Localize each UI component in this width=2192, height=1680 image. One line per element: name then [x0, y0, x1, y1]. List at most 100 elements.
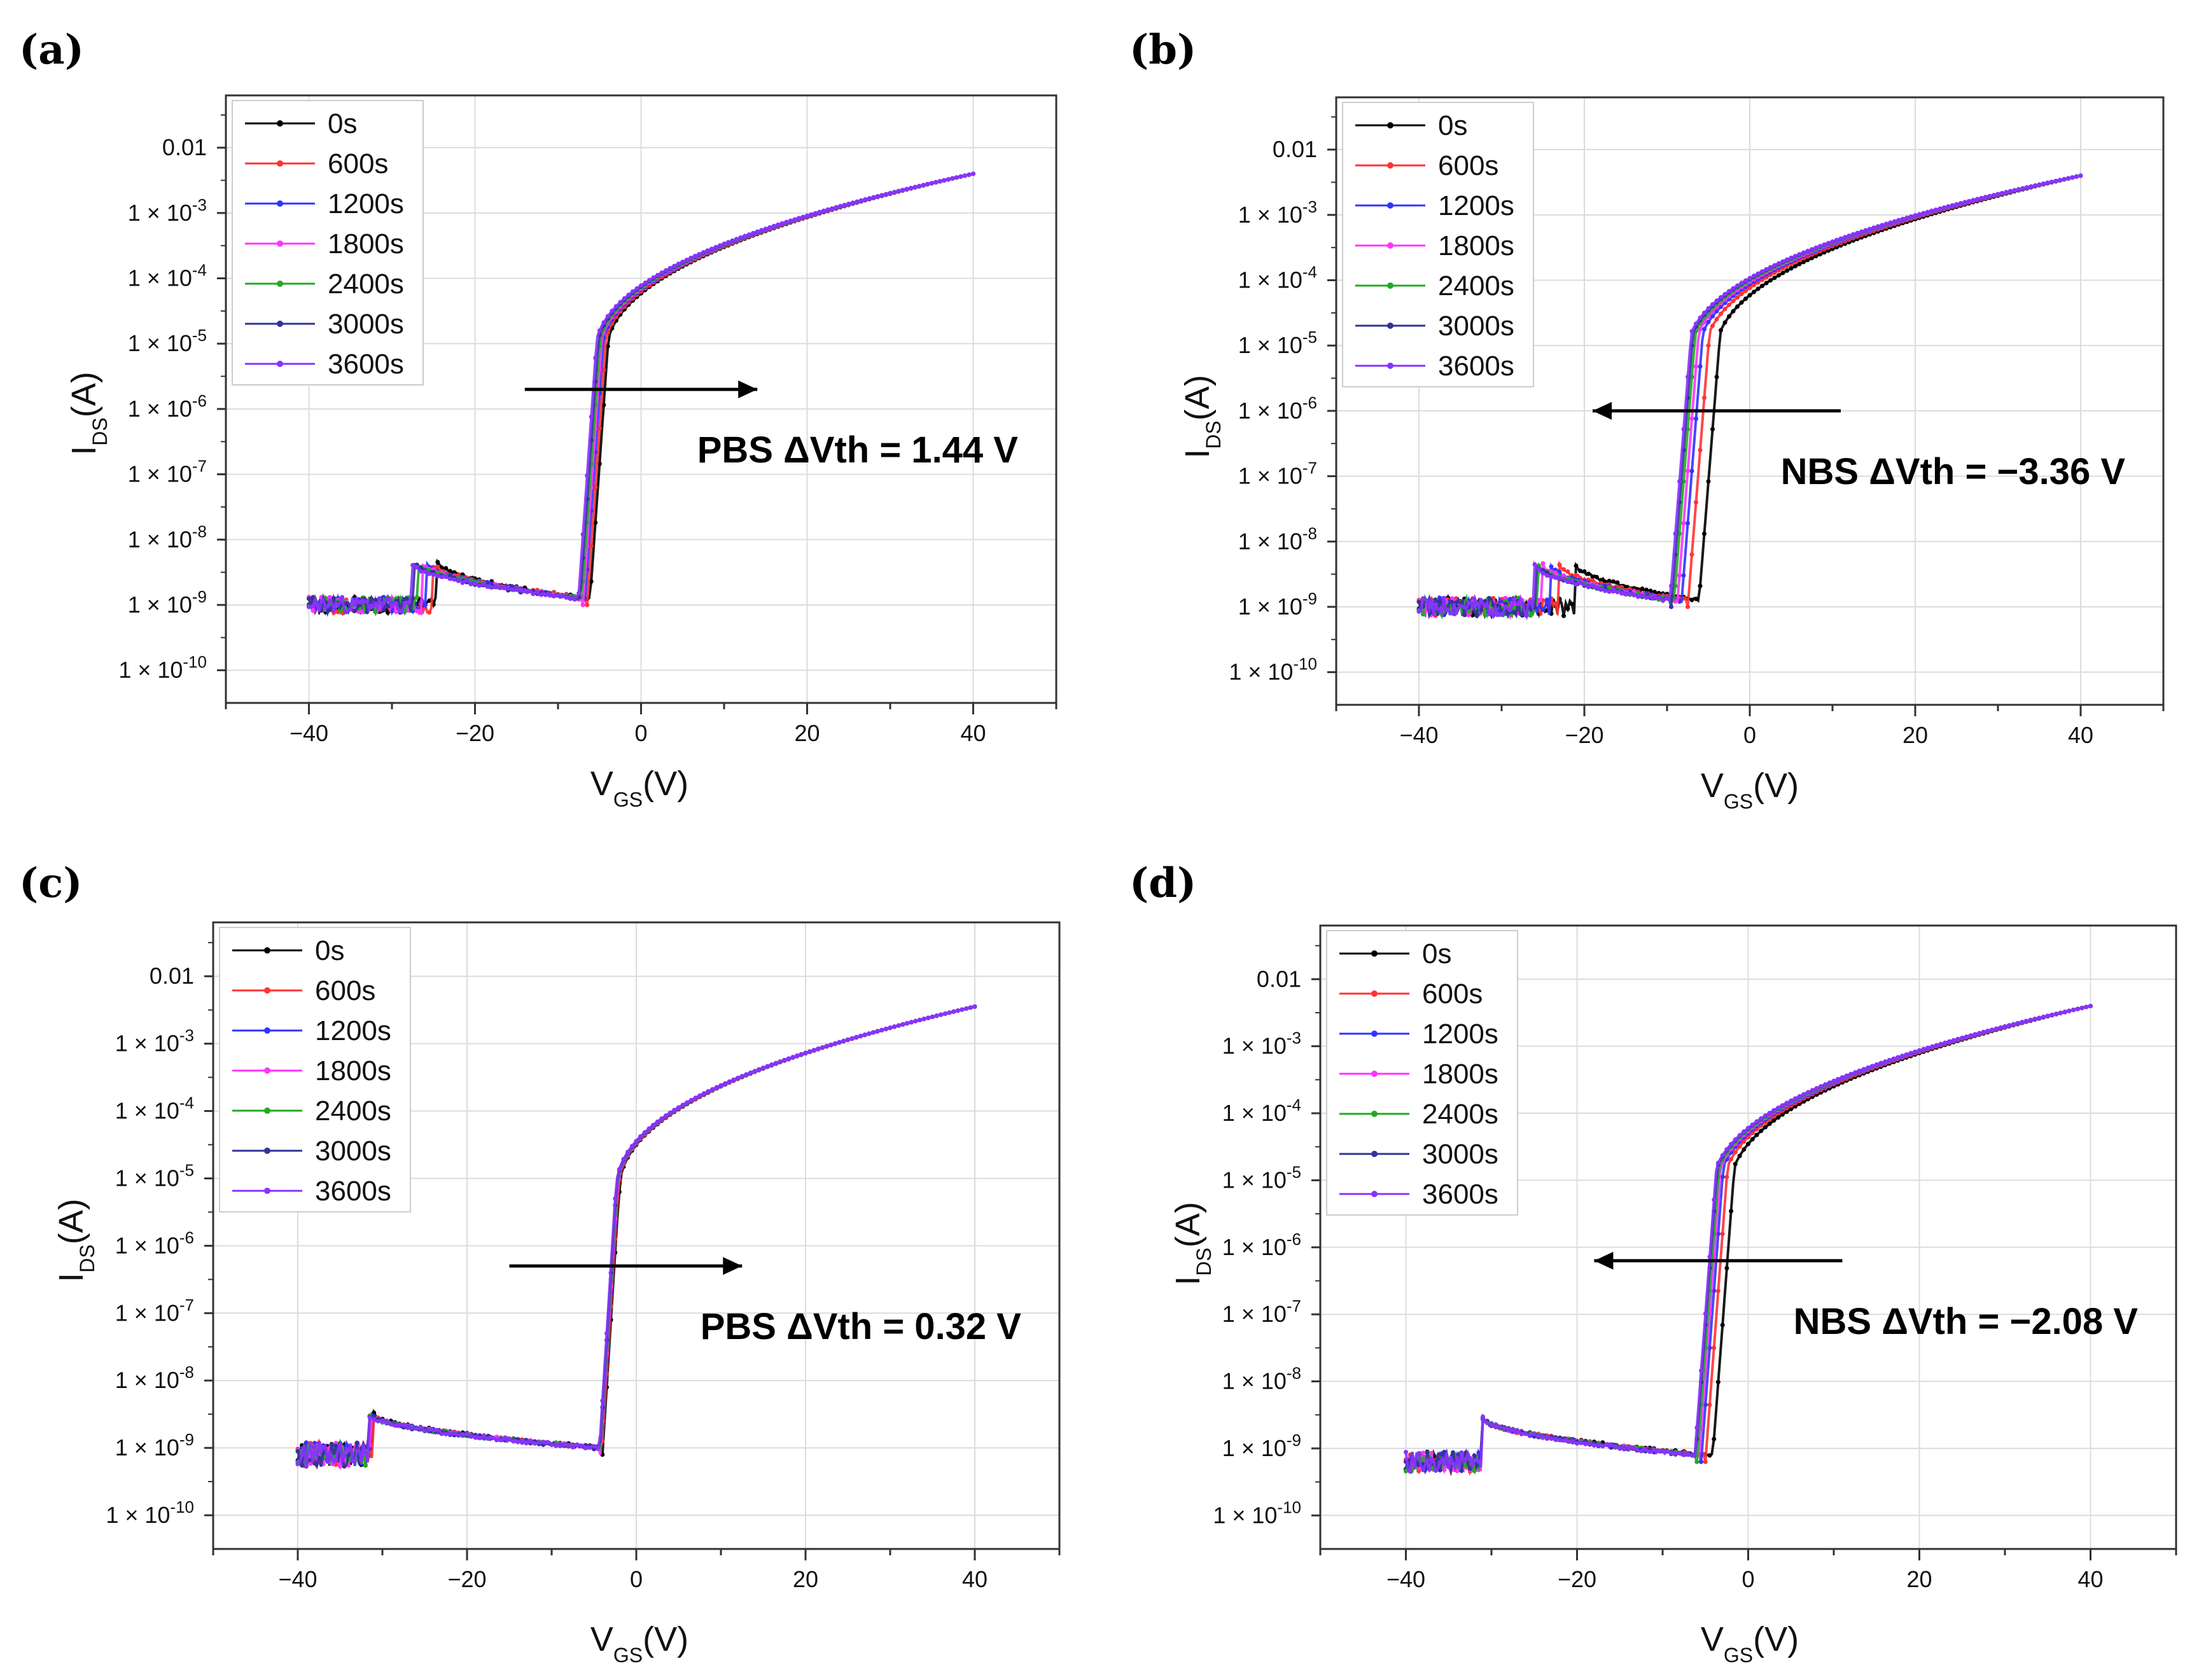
data-point [1558, 1438, 1563, 1443]
data-point [1706, 319, 1711, 324]
data-point [1622, 1447, 1626, 1452]
data-point [490, 1435, 495, 1440]
data-point [722, 241, 727, 246]
data-point [1819, 1084, 1824, 1089]
data-point [311, 608, 316, 613]
legend-swatch-marker [277, 240, 283, 247]
data-point [439, 1431, 444, 1436]
x-tick-label: −20 [1558, 1566, 1596, 1592]
data-point [498, 1438, 503, 1443]
y-tick-label: 1 × 10-7 [115, 1295, 194, 1326]
data-point [1561, 1438, 1567, 1443]
data-point [426, 1427, 431, 1432]
y-tick-label: 1 × 10-4 [1222, 1095, 1301, 1126]
data-point [1727, 289, 1731, 294]
data-point [918, 1017, 922, 1022]
data-point [803, 1050, 808, 1055]
data-point [2041, 1015, 2046, 1019]
data-point [1739, 291, 1744, 296]
data-point [1777, 261, 1781, 266]
data-point [1698, 583, 1703, 588]
data-point [1686, 604, 1690, 609]
data-point [443, 574, 449, 580]
data-point [958, 174, 963, 179]
data-point [1729, 1156, 1734, 1162]
x-axis-title-main: V [1701, 767, 1724, 805]
data-point [672, 263, 677, 268]
data-point [684, 258, 689, 262]
data-point [1669, 604, 1673, 609]
y-tick-label: 1 × 10-8 [1222, 1364, 1301, 1394]
y-tick-label: 1 × 10-3 [1222, 1029, 1301, 1059]
y-tick-label: 1 × 10-5 [1238, 328, 1317, 358]
data-point [680, 1102, 685, 1107]
data-point [1455, 1456, 1460, 1461]
data-point [1561, 567, 1566, 572]
y-tick-label: 1 × 10-7 [1222, 1296, 1301, 1327]
data-point [431, 573, 436, 577]
data-point [332, 595, 337, 600]
legend-swatch-marker [264, 947, 270, 954]
data-point [1615, 580, 1620, 585]
data-point [498, 585, 503, 590]
data-point [568, 595, 573, 600]
data-point [688, 1097, 694, 1102]
data-point [834, 205, 839, 210]
data-point [1706, 306, 1711, 311]
data-point [1731, 286, 1736, 291]
data-point [592, 1443, 596, 1448]
data-point [1747, 286, 1752, 291]
data-point [1493, 1424, 1498, 1429]
data-point [327, 595, 332, 600]
x-axis-title-sub: GS [613, 788, 643, 811]
data-point [587, 1445, 592, 1450]
data-point [809, 212, 814, 217]
data-point [1694, 1459, 1700, 1464]
chart-panel-d: (d)−40 −20 0 20 400.011 × 10-31 × 10-41 × 10… [1129, 859, 2177, 1667]
y-axis-title-unit: (A) [1178, 375, 1217, 420]
data-point [1756, 280, 1761, 285]
data-point [2088, 1004, 2093, 1008]
y-tick-label-exponent: -3 [179, 1026, 194, 1045]
y-tick-label-exponent: -6 [1302, 393, 1317, 412]
y-tick-label-base: 1 × 10 [128, 265, 192, 291]
data-point [394, 609, 398, 614]
y-tick-label-exponent: -5 [179, 1160, 194, 1179]
data-point [1420, 1450, 1425, 1455]
y-tick-label-base: 1 × 10 [118, 657, 183, 683]
data-point [1694, 416, 1698, 421]
data-point [2002, 1024, 2007, 1029]
data-point [1689, 329, 1694, 334]
data-point [325, 1459, 330, 1464]
data-point [1826, 240, 1831, 246]
data-point [820, 1045, 825, 1050]
data-point [1767, 1121, 1772, 1127]
data-point [570, 1445, 575, 1450]
data-point [1724, 1266, 1729, 1270]
x-axis-title-unit: (V) [643, 765, 688, 803]
data-point [1441, 595, 1446, 600]
data-point [356, 609, 361, 614]
data-point [1739, 300, 1744, 305]
data-point [1596, 1443, 1601, 1448]
data-point [1561, 613, 1566, 618]
data-point [1789, 1106, 1794, 1111]
data-point [765, 1064, 770, 1069]
data-point [622, 296, 627, 301]
data-point [1818, 244, 1822, 249]
data-point [534, 590, 540, 595]
annotation-text: PBS ΔVth = 1.44 V [697, 429, 1019, 471]
data-point [1487, 611, 1491, 616]
data-point [1689, 597, 1694, 602]
y-axis-title-main: I [1169, 1276, 1207, 1286]
legend-label: 1800s [1438, 230, 1514, 261]
y-tick-label-exponent: -10 [1293, 655, 1317, 674]
legend-swatch-marker [277, 200, 283, 207]
data-point [1720, 1322, 1725, 1328]
data-point [473, 581, 477, 586]
data-point [422, 569, 428, 574]
data-point [311, 604, 316, 609]
data-point [481, 581, 485, 587]
data-point [1605, 1441, 1610, 1447]
data-point [1702, 531, 1707, 536]
